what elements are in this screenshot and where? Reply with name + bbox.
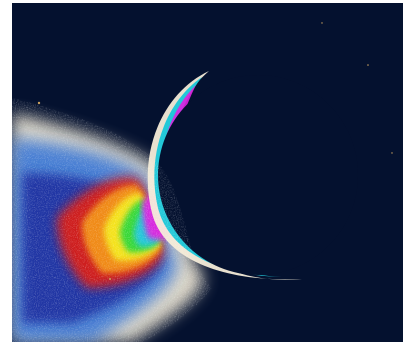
moon-plume-image — [12, 3, 403, 342]
halo-speckle — [12, 98, 212, 342]
background-stars — [37, 22, 393, 280]
image-frame — [12, 3, 403, 342]
moon-dark-disk — [158, 75, 358, 275]
